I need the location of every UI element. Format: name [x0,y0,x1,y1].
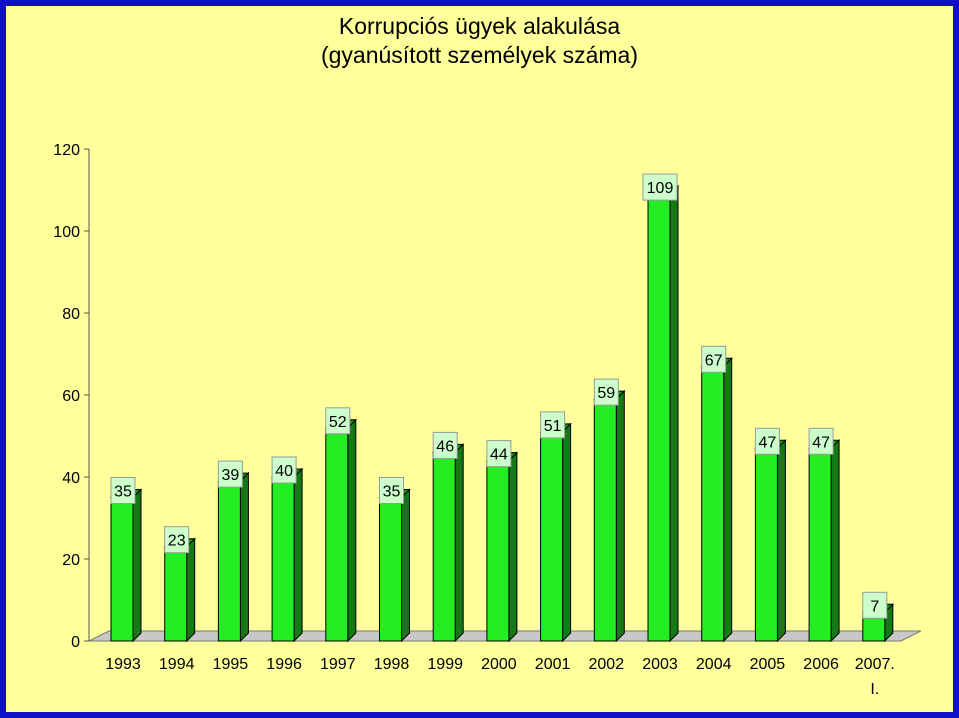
x-tick-label: 1999 [427,656,463,673]
y-tick-label: 120 [53,142,80,159]
data-label: 7 [870,598,879,615]
data-label: 52 [329,414,347,431]
y-tick-label: 40 [62,470,80,487]
chart-title-block: Korrupciós ügyek alakulása (gyanúsított … [0,12,959,70]
bar [379,497,402,642]
bar [486,460,510,642]
y-tick-label: 80 [62,306,80,323]
y-tick-label: 0 [71,634,80,651]
data-label: 109 [647,180,674,197]
data-label-box [486,440,512,468]
data-label: 51 [544,418,562,435]
bar-side [508,451,518,643]
bar [271,476,295,642]
x-tick-label: 1996 [266,656,302,673]
data-label-box [217,460,243,488]
bar-side [186,537,196,643]
y-tick-label: 20 [62,552,80,569]
data-label: 47 [759,434,777,451]
bar [593,398,617,642]
bar-side [401,488,410,643]
data-label: 44 [490,447,508,464]
x-tick-label: 1997 [320,656,356,673]
bar [754,447,778,642]
data-label-box [432,431,458,459]
data-label-box [325,407,351,435]
y-tick-label: 60 [62,388,80,405]
x-tick-label: 2000 [481,656,517,673]
data-label-box [164,526,190,554]
data-label-box [110,477,136,504]
bar-side [293,467,303,643]
y-tick-label: 100 [53,224,80,241]
bar-side [562,422,572,643]
bar-side [615,389,625,643]
bar [808,447,832,642]
bar [217,480,241,642]
bar [540,431,564,642]
bar [325,427,349,642]
x-tick-label: 1994 [159,656,195,673]
data-label-box [540,411,566,439]
data-label-box [701,345,727,373]
data-label: 40 [275,463,293,480]
x-tick-label: 2003 [642,656,678,673]
data-label: 35 [114,484,132,501]
chart-subtitle: (gyanúsított személyek száma) [320,42,638,68]
data-label-box [808,427,834,455]
bar-side [454,443,464,643]
data-label-box [642,173,678,201]
data-label: 35 [383,484,401,501]
x-tick-label: 1993 [105,656,141,673]
bar-side [776,439,786,643]
data-label: 46 [436,438,454,455]
data-label: 67 [705,352,723,369]
data-label: 47 [812,434,830,451]
data-label: 59 [597,385,615,402]
bar [164,546,188,642]
data-label: 39 [222,467,240,484]
x-tick-label: 2002 [589,656,625,673]
x-tick-label: 2001 [535,656,571,673]
data-label-box [862,591,888,619]
bar-side [830,439,840,643]
data-label-box [593,378,619,406]
bar-side [347,418,357,643]
x-tick-label: 1998 [374,656,410,673]
bar-side [669,184,679,643]
data-label-box [271,456,297,484]
x-tick-label: 2004 [696,656,732,673]
x-tick-label: 2005 [750,656,786,673]
x-tick-label: 2007. I. [855,656,895,698]
data-label-box [754,427,780,455]
bar-side [132,488,142,643]
chart-title: Korrupciós ügyek alakulása [338,13,621,39]
bar [701,365,725,642]
bar-side [239,471,249,643]
bar [647,193,671,642]
bar [110,497,134,642]
bar [432,451,456,642]
bar-side [723,357,733,643]
data-label-box [379,477,404,504]
x-tick-label: 2006 [803,656,839,673]
x-tick-label: 1995 [213,656,249,673]
data-label: 23 [168,533,186,550]
